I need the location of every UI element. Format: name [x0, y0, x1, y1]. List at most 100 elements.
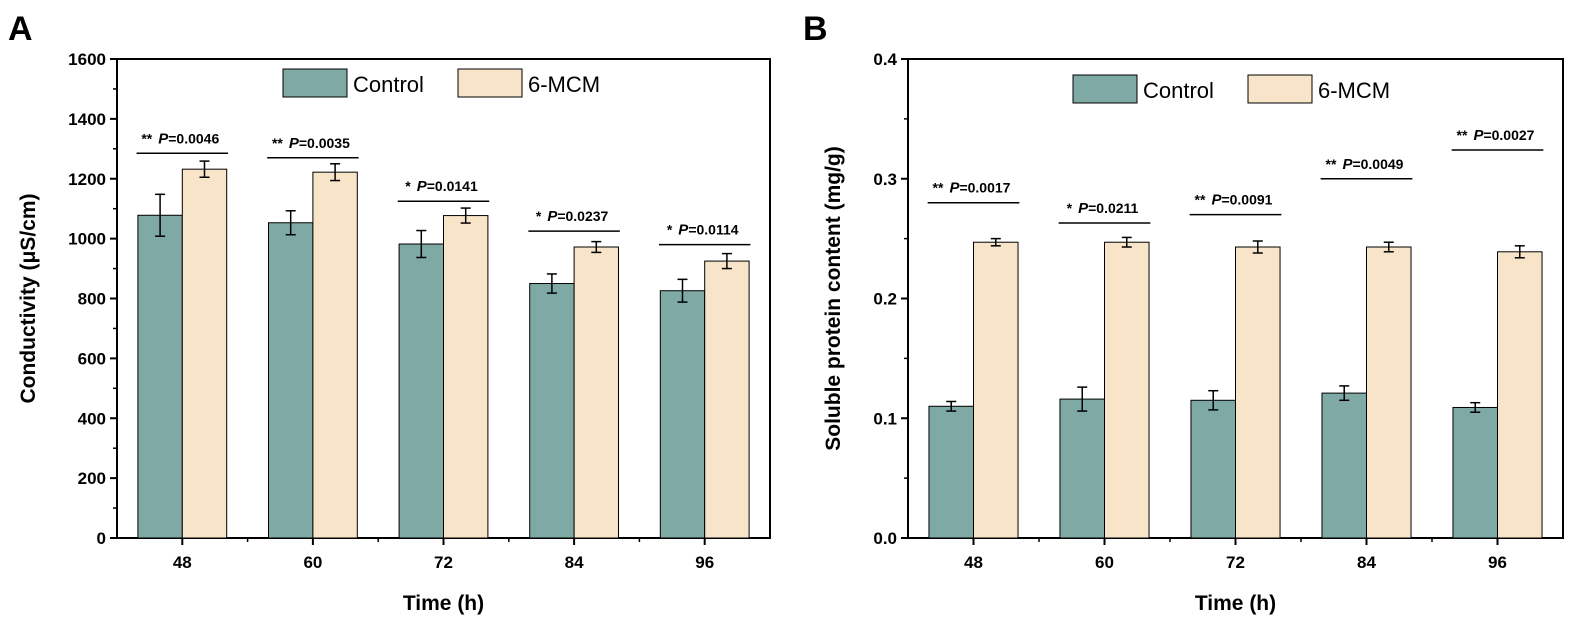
significance-label: * P=0.0141 — [405, 178, 478, 195]
bar-6-mcm — [443, 215, 489, 539]
p-symbol: P — [1211, 192, 1222, 209]
bar-control — [529, 283, 575, 539]
legend: Control 6-MCM — [282, 68, 600, 98]
significance-stars: * — [536, 208, 542, 224]
bar-6-mcm — [573, 246, 620, 539]
p-value: =0.0017 — [959, 180, 1010, 196]
bar-6-mcm — [312, 171, 358, 539]
x-axis-title: Time (h) — [403, 592, 484, 615]
y-tick-label: 1600 — [68, 50, 106, 69]
legend-label-control: Control — [353, 72, 424, 97]
y-tick-label: 0.1 — [873, 409, 897, 428]
significance-stars: ** — [933, 180, 944, 196]
panel-b-letter: B — [803, 10, 828, 48]
legend-label-6-mcm: 6-MCM — [1318, 78, 1390, 103]
significance-label: * P=0.0237 — [536, 208, 609, 225]
bar-6-mcm — [181, 168, 228, 539]
p-value: =0.0237 — [557, 208, 608, 224]
significance-label: ** P=0.0091 — [1195, 192, 1273, 209]
p-symbol: P — [1078, 200, 1089, 217]
significance-label: ** P=0.0017 — [933, 180, 1011, 197]
legend: Control 6-MCM — [1072, 74, 1390, 104]
y-tick-label: 1200 — [68, 170, 106, 189]
legend-swatch-6-mcm — [1247, 74, 1313, 104]
bar-6-mcm — [704, 260, 750, 539]
bar-6-mcm — [1497, 251, 1543, 539]
p-value: =0.0035 — [299, 135, 350, 151]
bar-control — [1321, 392, 1367, 539]
p-symbol: P — [417, 178, 428, 195]
legend-label-control: Control — [1143, 78, 1214, 103]
significance-stars: * — [1067, 200, 1073, 216]
significance-label: * P=0.0114 — [667, 222, 739, 239]
y-tick-label: 400 — [78, 409, 106, 428]
x-tick-label: 96 — [695, 553, 714, 572]
p-symbol: P — [289, 135, 300, 152]
y-tick-label: 0.4 — [873, 50, 897, 69]
x-tick-label: 48 — [173, 553, 192, 572]
significance-stars: ** — [1457, 127, 1468, 143]
bar-control — [137, 214, 183, 539]
y-tick-label: 600 — [78, 349, 106, 368]
bar-control — [267, 222, 314, 539]
x-axis-title: Time (h) — [1195, 592, 1276, 615]
bar-control — [1190, 399, 1236, 539]
p-value: =0.0046 — [168, 130, 219, 146]
x-tick-label: 60 — [303, 553, 322, 572]
y-tick-label: 0 — [97, 529, 106, 548]
p-value: =0.0114 — [688, 222, 738, 238]
x-tick-label: 84 — [1357, 553, 1376, 572]
y-axis-title: Soluble protein content (mg/g) — [822, 146, 845, 450]
y-tick-label: 1000 — [68, 230, 106, 249]
y-tick-label: 0.3 — [873, 170, 897, 189]
bar-control — [398, 243, 445, 539]
p-value: =0.0049 — [1352, 156, 1403, 172]
significance-label: * P=0.0211 — [1067, 200, 1139, 217]
bar-control — [659, 290, 706, 539]
p-value: =0.0141 — [427, 178, 478, 194]
significance-label: ** P=0.0027 — [1457, 127, 1535, 144]
significance-stars: ** — [1326, 156, 1337, 172]
panel-b-soluble-protein-chart: B 0.00.10.20.30.448 60 72 84 96** P=0.0017* P=… — [803, 10, 1564, 615]
legend-swatch-6-mcm — [457, 68, 523, 98]
significance-stars: ** — [1195, 192, 1206, 208]
significance-label: ** P=0.0046 — [141, 130, 219, 147]
p-value: =0.0211 — [1088, 200, 1138, 216]
significance-stars: ** — [272, 135, 283, 151]
p-symbol: P — [1342, 156, 1353, 173]
x-tick-label: 84 — [565, 553, 584, 572]
panel-a-letter: A — [8, 10, 33, 48]
panel-a-conductivity-chart: A 0 200 400 600 800 1000 1200 1400 1600 48 60 72 84 9… — [8, 10, 771, 615]
bar-6-mcm — [1235, 246, 1281, 539]
y-tick-label: 800 — [78, 290, 106, 309]
significance-stars: ** — [141, 130, 152, 146]
p-value: =0.0027 — [1483, 127, 1534, 143]
significance-stars: * — [667, 222, 673, 238]
x-tick-label: 72 — [1226, 553, 1245, 572]
y-tick-label: 0.2 — [873, 290, 897, 309]
bar-control — [928, 405, 975, 539]
y-tick-label: 200 — [78, 469, 106, 488]
y-tick-label: 0.0 — [873, 529, 897, 548]
y-tick-label: 1400 — [68, 110, 106, 129]
p-symbol: P — [547, 208, 558, 225]
p-symbol: P — [1473, 127, 1484, 144]
p-symbol: P — [158, 130, 169, 147]
bar-6-mcm — [973, 241, 1019, 539]
y-axis-title: Conductivity (μS/cm) — [17, 193, 40, 403]
significance-label: ** P=0.0049 — [1326, 156, 1404, 173]
significance-stars: * — [405, 178, 411, 194]
x-tick-label: 96 — [1488, 553, 1507, 572]
significance-label: ** P=0.0035 — [272, 135, 350, 152]
bar-6-mcm — [1104, 241, 1150, 539]
bar-control — [1059, 398, 1105, 539]
legend-label-6-mcm: 6-MCM — [528, 72, 600, 97]
x-tick-label: 60 — [1095, 553, 1114, 572]
x-tick-label: 72 — [434, 553, 453, 572]
bar-6-mcm — [1366, 246, 1412, 539]
p-symbol: P — [678, 222, 689, 239]
p-symbol: P — [949, 180, 960, 197]
p-value: =0.0091 — [1221, 192, 1272, 208]
x-tick-label: 48 — [964, 553, 983, 572]
